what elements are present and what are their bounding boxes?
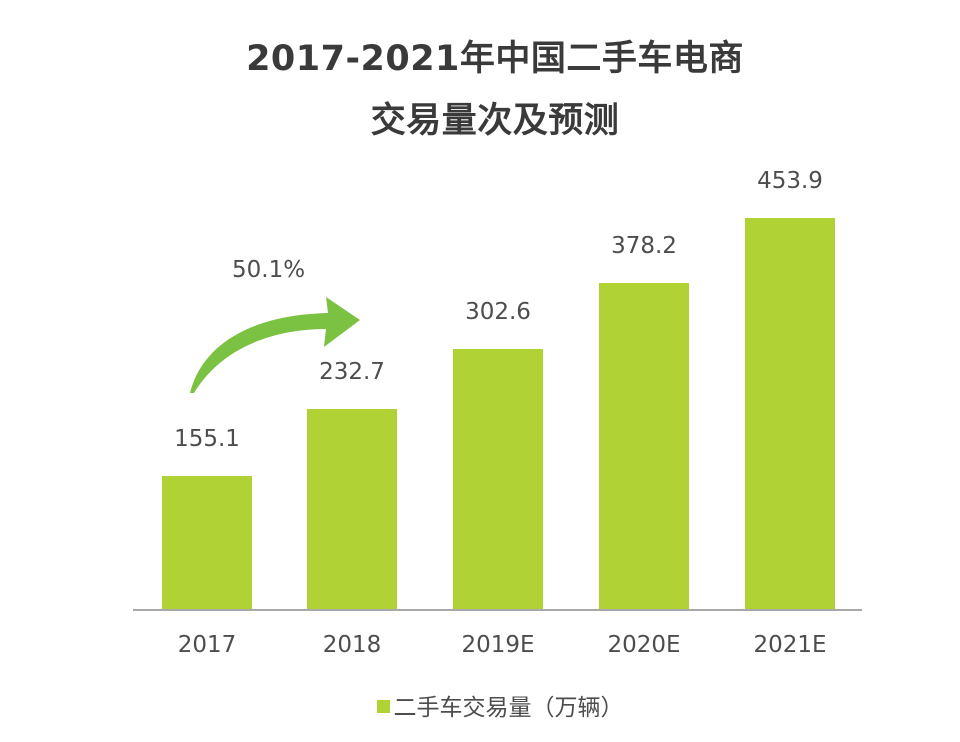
x-axis-tick-label: 2017 (177, 632, 237, 658)
bar-2020e (599, 283, 689, 610)
chart-title-line2: 交易量次及预测 (370, 101, 620, 141)
value-label: 155.1 (174, 426, 240, 453)
legend-label: 二手车交易量（万辆） (393, 695, 624, 721)
bar-2018 (307, 409, 397, 610)
x-axis-tick-label: 2020E (607, 632, 681, 658)
x-axis-tick-label: 2021E (753, 632, 827, 658)
value-label: 453.9 (757, 168, 823, 194)
bar-2019e (453, 348, 543, 610)
value-label: 302.6 (465, 298, 531, 325)
chart-title-line1: 2017-2021年中国二手车电商 (246, 39, 744, 79)
curved-arrow-icon (190, 297, 360, 393)
legend: 二手车交易量（万辆） (0, 688, 960, 722)
value-label: 232.7 (319, 359, 385, 386)
x-axis-tick-label: 2019E (461, 632, 535, 658)
legend-swatch (376, 699, 390, 713)
value-label: 378.2 (611, 233, 677, 260)
bar-2021e (745, 218, 835, 610)
bar-2017 (162, 476, 252, 610)
x-axis-tick-label: 2018 (322, 632, 382, 658)
x-axis-line (133, 609, 862, 611)
growth-rate-label: 50.1% (232, 257, 306, 283)
